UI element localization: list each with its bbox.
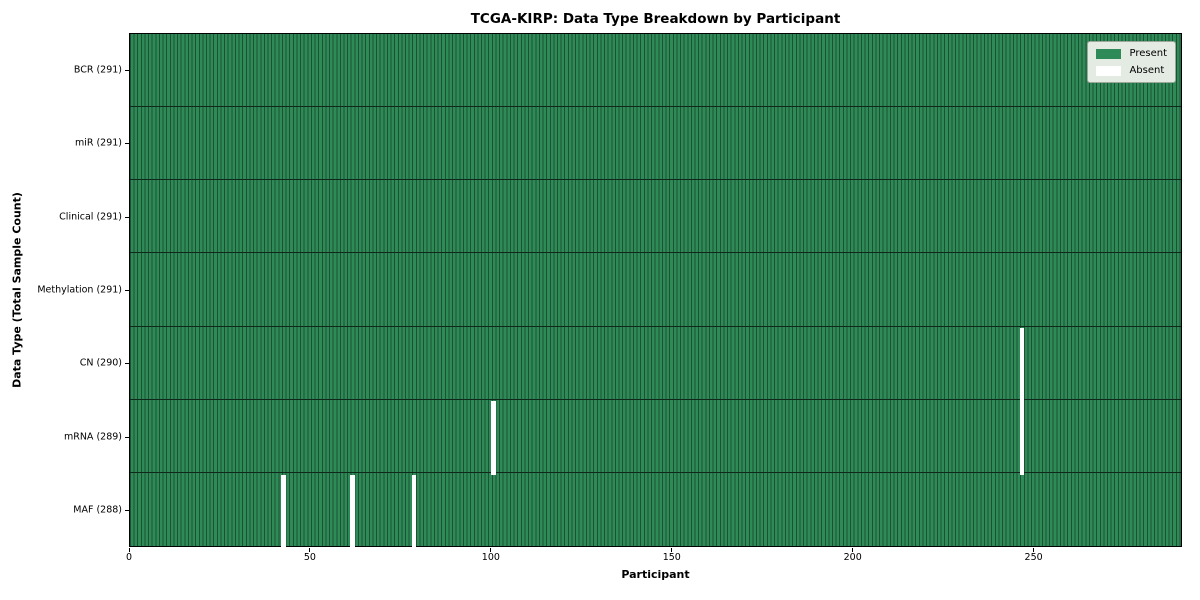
xtick-mark-200 — [852, 548, 854, 552]
xtick-label-250: 250 — [1024, 552, 1043, 563]
legend-label-present: Present — [1129, 48, 1167, 59]
chart-title: TCGA-KIRP: Data Type Breakdown by Partic… — [470, 11, 841, 27]
ytick-label-methylation: Methylation (291) — [37, 284, 122, 296]
xtick-label-0: 0 — [125, 552, 133, 563]
xtick-label-200: 200 — [843, 552, 862, 563]
row-mir — [130, 107, 1181, 181]
ytick-label-mrna: mRNA (289) — [63, 431, 122, 443]
row-bcr — [130, 34, 1181, 108]
absent-cell-cn-246 — [1019, 327, 1025, 402]
xtick-mark-0 — [128, 548, 130, 552]
legend-entry-absent: Absent — [1096, 65, 1167, 76]
legend-entry-present: Present — [1096, 48, 1167, 59]
x-axis-label: Participant — [621, 568, 690, 581]
ytick-label-cn: CN (290) — [79, 357, 122, 369]
ytick-mark-mrna — [125, 436, 129, 438]
row-methylation — [130, 253, 1181, 327]
ytick-mark-bcr — [125, 69, 129, 71]
row-clinical — [130, 180, 1181, 254]
legend-swatch-present — [1096, 48, 1122, 59]
legend-label-absent: Absent — [1129, 65, 1165, 76]
absent-cell-maf-42 — [281, 474, 287, 548]
absent-cell-mrna-246 — [1019, 401, 1025, 475]
xtick-label-100: 100 — [481, 552, 500, 563]
row-mrna — [130, 400, 1181, 473]
legend: Present Absent — [1087, 41, 1176, 83]
ytick-label-maf: MAF (288) — [73, 504, 122, 516]
ytick-mark-cn — [125, 363, 129, 365]
xtick-mark-250 — [1033, 548, 1035, 552]
xtick-mark-100 — [490, 548, 492, 552]
ytick-label-mir: miR (291) — [74, 137, 122, 149]
ytick-mark-methylation — [125, 290, 129, 291]
absent-cell-maf-61 — [350, 474, 355, 548]
legend-swatch-absent — [1096, 65, 1122, 76]
absent-cells-layer — [130, 34, 1181, 548]
ytick-mark-maf — [125, 510, 129, 512]
plot-area: Present Absent — [129, 33, 1182, 548]
xtick-mark-50 — [309, 548, 311, 552]
ytick-mark-mir — [125, 143, 129, 145]
ytick-label-clinical: Clinical (291) — [59, 211, 122, 223]
absent-cell-maf-78 — [411, 474, 417, 548]
xtick-mark-150 — [671, 548, 673, 552]
xtick-label-50: 50 — [303, 552, 316, 563]
rows-layer — [130, 34, 1181, 546]
absent-cell-mrna-100 — [491, 401, 496, 475]
ytick-label-bcr: BCR (291) — [73, 64, 122, 76]
xtick-label-150: 150 — [662, 552, 681, 563]
ytick-mark-clinical — [125, 216, 129, 218]
row-cn — [130, 327, 1181, 400]
